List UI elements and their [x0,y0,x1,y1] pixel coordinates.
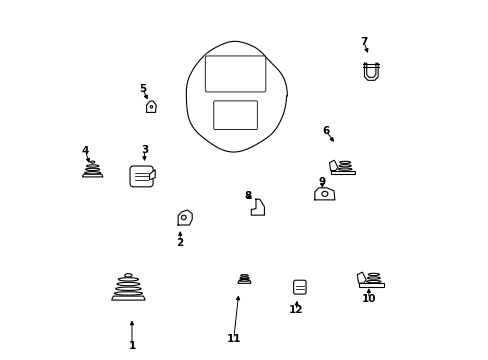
Ellipse shape [321,191,327,196]
Ellipse shape [338,168,351,170]
Text: 2: 2 [176,238,183,248]
Polygon shape [146,101,156,112]
Text: 7: 7 [360,37,367,48]
Ellipse shape [150,105,152,108]
Ellipse shape [117,282,140,286]
Polygon shape [111,296,145,300]
Text: 4: 4 [81,147,89,157]
Ellipse shape [86,165,99,167]
Polygon shape [186,41,287,152]
Ellipse shape [118,278,138,281]
Polygon shape [82,174,102,177]
Polygon shape [178,210,192,225]
FancyBboxPatch shape [213,101,257,130]
Text: 1: 1 [128,341,135,351]
Polygon shape [149,170,155,180]
Polygon shape [330,171,354,174]
Text: 6: 6 [322,126,329,136]
Ellipse shape [239,279,249,281]
Ellipse shape [366,280,380,283]
FancyBboxPatch shape [205,56,265,92]
Ellipse shape [124,274,132,277]
Polygon shape [329,160,337,171]
Polygon shape [357,272,366,283]
Polygon shape [251,199,264,215]
Ellipse shape [84,172,101,174]
Ellipse shape [116,287,141,291]
Ellipse shape [90,161,95,163]
Text: 9: 9 [318,177,325,187]
Polygon shape [358,283,383,287]
Text: 8: 8 [244,191,251,201]
FancyBboxPatch shape [130,166,153,187]
Text: 10: 10 [361,294,375,303]
Polygon shape [364,63,377,80]
Ellipse shape [240,275,248,276]
FancyBboxPatch shape [293,280,305,294]
Polygon shape [238,281,250,283]
Ellipse shape [338,165,350,167]
Ellipse shape [114,292,142,295]
Ellipse shape [181,215,186,220]
Ellipse shape [367,277,380,279]
Ellipse shape [240,277,248,279]
Text: 12: 12 [288,305,303,315]
Text: 3: 3 [141,145,148,155]
Ellipse shape [85,168,100,171]
Text: 5: 5 [139,84,146,94]
Ellipse shape [339,161,350,163]
Ellipse shape [367,273,379,275]
Text: 11: 11 [226,334,241,344]
Polygon shape [314,188,334,200]
